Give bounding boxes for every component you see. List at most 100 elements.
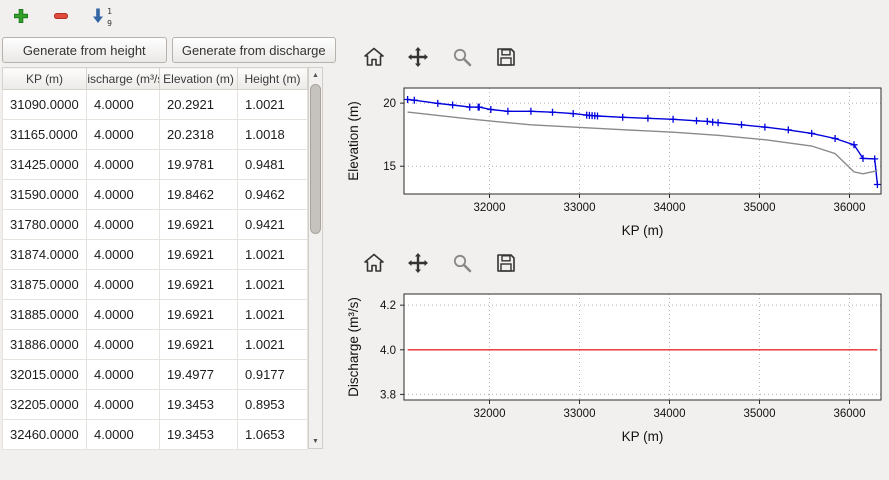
sort-rows-button[interactable]: 1 9 [88,5,114,31]
table-cell[interactable]: 4.0000 [86,239,160,270]
sort-badge-bottom: 9 [107,19,112,28]
zoom-button[interactable] [448,45,476,73]
scroll-down-arrow[interactable]: ▼ [312,437,319,445]
table-cell[interactable]: 19.3453 [159,389,238,420]
sort-badge-top: 1 [107,7,112,16]
table-cell[interactable]: 31874.0000 [2,239,87,270]
table-cell[interactable]: 31425.0000 [2,149,87,180]
generate-button-row: Generate from height Generate from disch… [2,37,336,63]
table-cell[interactable]: 1.0021 [237,329,308,360]
discharge-chart-canvas[interactable]: 32000 33000 34000 35000 36000 3.8 4.0 4.2 KP (m)… [344,284,887,452]
table-cell[interactable]: 31165.0000 [2,119,87,150]
table-cell[interactable]: 32015.0000 [2,359,87,390]
generate-from-height-button[interactable]: Generate from height [2,37,167,63]
column-header[interactable]: KP (m) [2,67,87,90]
zoom-button[interactable] [448,251,476,279]
table-cell[interactable]: 4.0000 [86,179,160,210]
svg-text:15: 15 [383,161,396,173]
table-cell[interactable]: 31885.0000 [2,299,87,330]
table-cell[interactable]: 19.6921 [159,209,238,240]
discharge-chart-toolbar [344,246,889,284]
table-cell[interactable]: 31590.0000 [2,179,87,210]
table-cell[interactable]: 19.6921 [159,269,238,300]
table-cell[interactable]: 0.8953 [237,389,308,420]
minus-icon [53,8,69,29]
table-row: 31425.0000 4.0000 19.9781 0.9481 [2,149,308,180]
column-header[interactable]: Discharge (m³/s) [86,67,160,90]
sort-arrow-icon [91,6,111,31]
table-cell[interactable]: 4.0000 [86,149,160,180]
table-cell[interactable]: 4.0000 [86,299,160,330]
svg-text:34000: 34000 [654,202,686,214]
table-cell[interactable]: 1.0018 [237,119,308,150]
pan-button[interactable] [404,251,432,279]
svg-text:33000: 33000 [564,408,596,420]
table-scrollbar[interactable]: ▲ ▼ [308,67,323,449]
table-cell[interactable]: 0.9462 [237,179,308,210]
table-cell[interactable]: 19.4977 [159,359,238,390]
table-row: 31590.0000 4.0000 19.8462 0.9462 [2,179,308,210]
column-header[interactable]: Elevation (m) [159,67,238,90]
svg-text:3.8: 3.8 [380,389,396,401]
table-row: 31780.0000 4.0000 19.6921 0.9421 [2,209,308,240]
table-cell[interactable]: 1.0021 [237,89,308,120]
table-cell[interactable]: 1.0021 [237,239,308,270]
table-cell[interactable]: 19.3453 [159,419,238,450]
svg-text:32000: 32000 [474,202,506,214]
table-cell[interactable]: 19.6921 [159,239,238,270]
magnifier-icon [451,252,473,279]
table-cell[interactable]: 20.2318 [159,119,238,150]
elevation-chart-canvas[interactable]: 32000 33000 34000 35000 36000 15 20 KP (m) Eleva… [344,78,887,246]
save-icon [495,46,517,73]
table-cell[interactable]: 4.0000 [86,269,160,300]
home-button[interactable] [360,45,388,73]
pan-button[interactable] [404,45,432,73]
table-row: 31875.0000 4.0000 19.6921 1.0021 [2,269,308,300]
svg-text:36000: 36000 [834,202,866,214]
table-cell[interactable]: 4.0000 [86,119,160,150]
save-button[interactable] [492,251,520,279]
table-cell[interactable]: 19.9781 [159,149,238,180]
remove-row-button[interactable] [48,5,74,31]
move-icon [407,46,429,73]
svg-text:4.0: 4.0 [380,345,396,357]
table-cell[interactable]: 31886.0000 [2,329,87,360]
scroll-up-arrow[interactable]: ▲ [312,71,319,79]
table-cell[interactable]: 32205.0000 [2,389,87,420]
table-row: 32015.0000 4.0000 19.4977 0.9177 [2,359,308,390]
elevation-chart-toolbar [344,40,889,78]
add-row-button[interactable] [8,5,34,31]
table-cell[interactable]: 31780.0000 [2,209,87,240]
table-cell[interactable]: 19.6921 [159,299,238,330]
table-cell[interactable]: 1.0021 [237,269,308,300]
generate-from-discharge-button[interactable]: Generate from discharge [171,37,336,63]
table-cell[interactable]: 1.0653 [237,419,308,450]
svg-text:36000: 36000 [834,408,866,420]
table-cell[interactable]: 4.0000 [86,389,160,420]
table-row: 31874.0000 4.0000 19.6921 1.0021 [2,239,308,270]
save-button[interactable] [492,45,520,73]
table-cell[interactable]: 0.9421 [237,209,308,240]
svg-text:Discharge (m³/s): Discharge (m³/s) [346,297,361,397]
table-cell[interactable]: 4.0000 [86,329,160,360]
table-cell[interactable]: 0.9177 [237,359,308,390]
column-header[interactable]: Height (m) [237,67,308,90]
table-cell[interactable]: 20.2921 [159,89,238,120]
scrollbar-thumb[interactable] [310,84,321,234]
table-cell[interactable]: 4.0000 [86,89,160,120]
home-button[interactable] [360,251,388,279]
left-panel: Generate from height Generate from disch… [0,36,338,480]
table-cell[interactable]: 4.0000 [86,419,160,450]
table-cell[interactable]: 19.6921 [159,329,238,360]
table-row: 31886.0000 4.0000 19.6921 1.0021 [2,329,308,360]
right-panel: 32000 33000 34000 35000 36000 15 20 KP (m) Eleva… [344,36,889,480]
table-cell[interactable]: 1.0021 [237,299,308,330]
table-cell[interactable]: 0.9481 [237,149,308,180]
table-cell[interactable]: 19.8462 [159,179,238,210]
table-cell[interactable]: 4.0000 [86,209,160,240]
table-cell[interactable]: 4.0000 [86,359,160,390]
table-cell[interactable]: 32460.0000 [2,419,87,450]
table-cell[interactable]: 31875.0000 [2,269,87,300]
table-cell[interactable]: 31090.0000 [2,89,87,120]
